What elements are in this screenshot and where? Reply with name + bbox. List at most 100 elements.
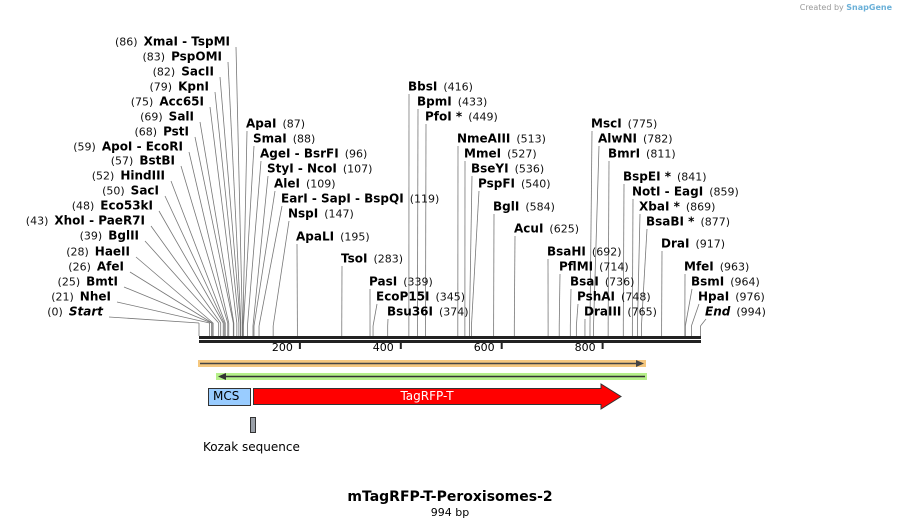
enzyme-site-label[interactable]: NotI - EagI (859) (632, 185, 745, 200)
enzyme-site-label[interactable]: BbsI (416) (408, 80, 479, 95)
enzyme-site-label[interactable]: PflMI (714) (559, 260, 635, 275)
enzyme-site-label[interactable]: (75) Acc65I (131, 95, 204, 110)
enzyme-position: (68) (134, 125, 158, 139)
enzyme-site-label[interactable]: MmeI (527) (464, 147, 543, 162)
enzyme-position: (714) (599, 260, 629, 274)
enzyme-site-label[interactable]: (68) PstI (134, 125, 189, 140)
snapgene-logo: SnapGene (846, 3, 892, 12)
enzyme-site-label[interactable]: AleI (109) (274, 177, 342, 192)
enzyme-site-label[interactable]: (48) Eco53kI (72, 199, 153, 214)
enzyme-site-label[interactable]: AcuI (625) (514, 222, 585, 237)
enzyme-site-label[interactable]: (26) AfeI (68, 260, 124, 275)
enzyme-site-label[interactable]: AlwNI (782) (598, 132, 679, 147)
enzyme-site-label[interactable]: (28) HaeII (66, 245, 130, 260)
enzyme-site-label[interactable]: MfeI (963) (684, 260, 755, 275)
orange-arrow-head (636, 360, 644, 367)
enzyme-position: (83) (142, 50, 166, 64)
enzyme-site-label[interactable]: PspFI (540) (478, 177, 557, 192)
enzyme-site-label[interactable]: StyI - NcoI (107) (267, 162, 378, 177)
enzyme-name: HpaI (698, 289, 730, 304)
enzyme-site-label[interactable]: BglI (584) (493, 200, 561, 215)
enzyme-position: (513) (516, 132, 546, 146)
enzyme-site-label[interactable]: BsaHI (692) (547, 245, 628, 260)
enzyme-name: XbaI * (639, 199, 680, 214)
enzyme-position: (433) (457, 95, 488, 109)
enzyme-position: (976) (735, 290, 765, 304)
enzyme-site-label[interactable]: HpaI (976) (698, 290, 771, 305)
enzyme-site-label[interactable]: BspEI * (841) (623, 170, 713, 185)
enzyme-name: DraI (661, 236, 690, 251)
cut-site-leader-line (235, 46, 243, 324)
enzyme-site-label[interactable]: PfoI * (449) (425, 110, 504, 125)
cut-site-leader-line (631, 198, 634, 327)
enzyme-site-label[interactable]: (59) ApoI - EcoRI (73, 140, 183, 155)
cut-site-leader-line (164, 195, 225, 324)
cut-site-leader-line (607, 160, 610, 327)
enzyme-site-label[interactable]: (25) BmtI (58, 275, 118, 290)
enzyme-site-label[interactable]: (82) SacII (153, 65, 214, 80)
enzyme-site-label[interactable]: DraI (917) (661, 237, 731, 252)
cut-site-leader-line (170, 180, 226, 324)
enzyme-site-label[interactable]: XbaI * (869) (639, 200, 721, 215)
kozak-feature[interactable] (250, 417, 256, 433)
enzyme-site-label[interactable]: (0) Start (47, 305, 103, 320)
cut-site-leader-line (219, 76, 241, 324)
tagrfp-t-feature[interactable] (253, 383, 622, 410)
enzyme-site-label[interactable]: (57) BstBI (111, 154, 175, 169)
enzyme-position: (374) (439, 305, 469, 319)
enzyme-name: MscI (591, 116, 622, 131)
enzyme-site-label[interactable]: DraIII (765) (584, 305, 663, 320)
enzyme-site-label[interactable]: PshAI (748) (577, 290, 657, 305)
enzyme-site-label[interactable]: AgeI - BsrFI (96) (260, 147, 373, 162)
enzyme-site-label[interactable]: ApaLI (195) (296, 230, 376, 245)
enzyme-position: (195) (340, 230, 370, 244)
enzyme-site-label[interactable]: NspI (147) (288, 207, 360, 222)
enzyme-site-label[interactable]: ApaI (87) (246, 117, 311, 132)
enzyme-site-label[interactable]: BseYI (536) (471, 162, 550, 177)
cut-site-leader-line (513, 235, 516, 327)
enzyme-site-label[interactable]: (39) BglII (80, 229, 139, 244)
enzyme-site-label[interactable]: BsmI (964) (691, 275, 766, 290)
enzyme-name: TsoI (341, 251, 368, 266)
enzyme-site-label[interactable]: (21) NheI (51, 290, 111, 305)
enzyme-position: (39) (79, 229, 103, 243)
enzyme-site-label[interactable]: PasI (339) (369, 275, 439, 290)
cut-site-leader-line (637, 213, 641, 327)
enzyme-site-label[interactable]: End (994) (705, 305, 772, 320)
enzyme-name: XhoI - PaeR7I (54, 213, 145, 228)
enzyme-site-label[interactable]: EarI - SapI - BspQI (119) (281, 192, 445, 207)
cut-site-leader-line (209, 106, 238, 324)
enzyme-site-label[interactable]: (50) SacI (102, 184, 159, 199)
enzyme-site-label[interactable]: BsaBI * (877) (646, 215, 736, 230)
mcs-feature[interactable] (208, 388, 251, 406)
enzyme-site-label[interactable]: (43) XhoI - PaeR7I (26, 214, 145, 229)
cut-site-leader-line (258, 205, 283, 327)
enzyme-position: (625) (549, 222, 580, 236)
enzyme-position: (88) (292, 132, 316, 146)
enzyme-site-label[interactable]: (83) PspOMI (142, 50, 222, 65)
enzyme-site-label[interactable]: BsaI (736) (570, 275, 640, 290)
enzyme-site-label[interactable]: SmaI (88) (253, 132, 321, 147)
enzyme-site-label[interactable]: BmrI (811) (608, 147, 682, 162)
cut-site-leader-line (593, 145, 600, 327)
enzyme-site-label[interactable]: TsoI (283) (341, 252, 409, 267)
enzyme-site-label[interactable]: NmeAIII (513) (457, 132, 552, 147)
enzyme-site-label[interactable]: (79) KpnI (150, 80, 210, 95)
enzyme-site-label[interactable]: BpmI (433) (417, 95, 493, 110)
enzyme-site-label[interactable]: (69) SalI (140, 110, 194, 125)
cut-site-leader-line (194, 136, 234, 324)
enzyme-position: (345) (435, 290, 466, 304)
enzyme-site-label[interactable]: MscI (775) (591, 117, 663, 132)
enzyme-site-label[interactable]: (52) HindIII (92, 169, 165, 184)
enzyme-name: HaeII (94, 244, 130, 259)
enzyme-name: Eco53kI (100, 198, 153, 213)
cut-site-leader-line (135, 256, 214, 324)
enzyme-site-label[interactable]: EcoP15I (345) (376, 290, 471, 305)
enzyme-site-label[interactable]: Bsu36I (374) (387, 305, 475, 320)
enzyme-name: BsaI (570, 274, 599, 289)
enzyme-name: End (705, 304, 731, 319)
enzyme-site-label[interactable]: (86) XmaI - TspMI (115, 35, 230, 50)
enzyme-position: (57) (110, 154, 134, 168)
